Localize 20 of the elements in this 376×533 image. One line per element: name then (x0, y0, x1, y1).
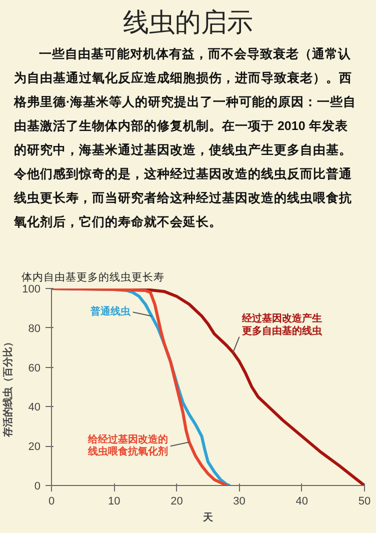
x-tick-label: 20 (170, 496, 183, 508)
y-tick-label: 60 (28, 362, 41, 374)
series-label: 给经过基因改造的线虫喂食抗氧化剂 (86, 434, 168, 458)
x-tick-label: 30 (233, 496, 246, 508)
y-tick-label: 80 (28, 322, 41, 335)
x-tick-label: 10 (108, 496, 120, 508)
y-tick-label: 0 (34, 480, 41, 492)
y-tick-label: 100 (22, 284, 41, 296)
x-tick-label: 40 (296, 496, 308, 508)
text: 体内自由基更多的线虫更长寿 (22, 270, 164, 284)
chart-subtitle: 一些自由基可能对机体有益，而不会导致衰老（通常认为自由基通过氧化反应造成细胞损伤，进而导致衰老）。西格弗里德·海基米等人的研究提出了一种可能的原因：一些自由基激活了生物体内部的修复机制。在一项于 2010 年发表的研究中，海基米通过基因改造，使线虫产生更多自由基。令他们感到惊奇的是，这种经过基因改造的线虫反而比普通线虫更长寿，而当研究者给这种经过基因改造的线虫喂食抗氧化剂后，它们的寿命就不会延长。 (14, 46, 358, 231)
y-tick-label: 20 (28, 441, 41, 454)
series-label: 经过基因改造产生更多自由基的线虫 (240, 312, 323, 337)
series-label: 普通线虫 (89, 306, 132, 318)
chart-title: 线虫的启示 (123, 6, 253, 39)
x-tick-label: 50 (358, 496, 371, 508)
x-tick-label: 0 (48, 496, 55, 508)
y-axis-title: 存活的线虫（百分比） (2, 337, 14, 438)
y-tick-label: 40 (28, 402, 41, 414)
x-axis-title: 天 (202, 512, 214, 524)
